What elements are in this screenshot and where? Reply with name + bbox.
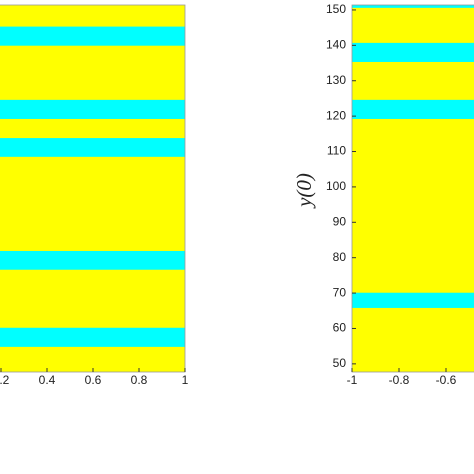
y-tick-label: 80 (333, 250, 347, 264)
x-tick-label: 0.4 (39, 373, 56, 387)
x-tick-label: -0.8 (389, 373, 410, 387)
y-axis-label: y(0) (292, 173, 316, 209)
y-tick-label: 100 (326, 179, 346, 193)
y-tick-label: 120 (326, 108, 346, 122)
band (0, 26, 185, 46)
band (0, 99, 185, 119)
x-tick-label: 1 (182, 373, 189, 387)
band (0, 327, 185, 347)
y-tick-label: 150 (326, 2, 346, 16)
x-tick-label: 0.2 (0, 373, 10, 387)
x-tick-label: -1 (347, 373, 358, 387)
band (352, 292, 474, 308)
y-tick-label: 50 (333, 356, 347, 370)
band (352, 5, 474, 8)
y-tick-label: 110 (327, 144, 346, 158)
band (352, 42, 474, 62)
y-tick-label: 70 (333, 285, 347, 299)
y-tick-label: 140 (326, 38, 346, 52)
plot-background (0, 5, 185, 372)
y-tick-label: 60 (333, 321, 347, 335)
band (352, 99, 474, 119)
plot-frame (0, 4, 186, 373)
plot-background (352, 5, 474, 372)
y-tick-label: 130 (326, 73, 346, 87)
x-tick-label: 0.8 (131, 373, 148, 387)
band (0, 250, 185, 270)
y-tick-label: 90 (333, 214, 347, 228)
plot-frame (351, 4, 474, 373)
band (0, 138, 185, 157)
x-tick-label: -0.6 (436, 373, 457, 387)
x-tick-label: 0.6 (85, 373, 102, 387)
